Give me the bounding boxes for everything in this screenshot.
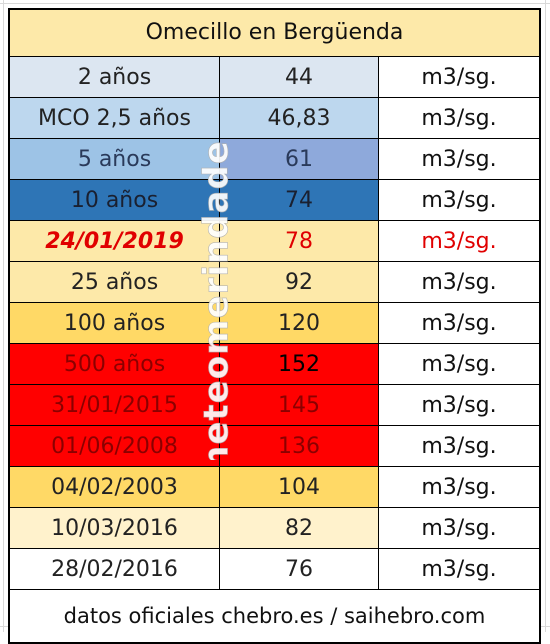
flow-unit: m3/sg. [379,180,539,220]
table-row[interactable]: 100 años 120 m3/sg. [10,303,539,344]
table-row[interactable]: 28/02/2016 76 m3/sg. [10,549,539,590]
table-footer: datos oficiales chebro.es / saihebro.com [10,590,539,642]
return-period-label: MCO 2,5 años [10,98,220,138]
table-row[interactable]: 10/03/2016 82 m3/sg. [10,508,539,549]
table-row[interactable]: 24/01/2019 78 m3/sg. [10,221,539,262]
table-row[interactable]: 01/06/2008 136 m3/sg. [10,426,539,467]
flow-unit: m3/sg. [379,426,539,466]
flow-unit: m3/sg. [379,221,539,261]
flow-unit: m3/sg. [379,262,539,302]
table-row[interactable]: 5 años 61 m3/sg. [10,139,539,180]
table-row[interactable]: 500 años 152 m3/sg. [10,344,539,385]
table-row[interactable]: 10 años 74 m3/sg. [10,180,539,221]
flow-value: 82 [220,508,379,548]
flow-value: 76 [220,549,379,589]
return-period-label: 04/02/2003 [10,467,220,507]
flow-unit: m3/sg. [379,549,539,589]
flow-unit: m3/sg. [379,57,539,97]
table-row[interactable]: MCO 2,5 años 46,83 m3/sg. [10,98,539,139]
flow-unit: m3/sg. [379,98,539,138]
return-period-label: 01/06/2008 [10,426,220,466]
flow-unit: m3/sg. [379,508,539,548]
return-period-label: 24/01/2019 [10,221,220,261]
return-period-label: 25 años [10,262,220,302]
flow-value: 78 [220,221,379,261]
return-period-label: 10 años [10,180,220,220]
flow-unit: m3/sg. [379,344,539,384]
flow-value: 152 [220,344,379,384]
return-period-label: 2 años [10,57,220,97]
flow-value: 145 [220,385,379,425]
flow-value: 61 [220,139,379,179]
flow-value: 74 [220,180,379,220]
flow-value: 44 [220,57,379,97]
flow-value: 104 [220,467,379,507]
table-row[interactable]: 04/02/2003 104 m3/sg. [10,467,539,508]
table-row[interactable]: 25 años 92 m3/sg. [10,262,539,303]
flow-table: Omecillo en Bergüenda 2 años 44 m3/sg. MCO … [8,8,541,644]
table-title: Omecillo en Bergüenda [10,10,539,57]
flow-unit: m3/sg. [379,303,539,343]
flow-unit: m3/sg. [379,385,539,425]
flow-value: 46,83 [220,98,379,138]
return-period-label: 500 años [10,344,220,384]
return-period-label: 5 años [10,139,220,179]
flow-value: 120 [220,303,379,343]
flow-unit: m3/sg. [379,139,539,179]
table-row[interactable]: 2 años 44 m3/sg. [10,57,539,98]
table-body: 2 años 44 m3/sg. MCO 2,5 años 46,83 m3/sg. 5 a… [10,57,539,590]
flow-value: 136 [220,426,379,466]
return-period-label: 10/03/2016 [10,508,220,548]
table-row[interactable]: 31/01/2015 145 m3/sg. [10,385,539,426]
return-period-label: 28/02/2016 [10,549,220,589]
return-period-label: 31/01/2015 [10,385,220,425]
flow-value: 92 [220,262,379,302]
return-period-label: 100 años [10,303,220,343]
flow-unit: m3/sg. [379,467,539,507]
